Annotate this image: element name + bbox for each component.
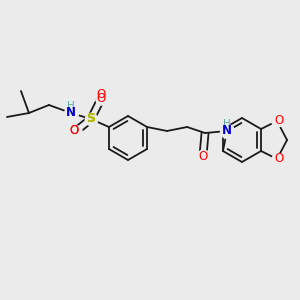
Text: S: S: [86, 112, 95, 125]
Text: O: O: [69, 124, 79, 137]
Text: O: O: [274, 152, 284, 166]
Text: O: O: [69, 124, 79, 137]
Text: O: O: [274, 115, 284, 128]
Text: N: N: [66, 106, 76, 119]
Text: O: O: [198, 151, 208, 164]
Text: H: H: [67, 101, 75, 111]
Text: N: N: [222, 124, 232, 137]
Text: H: H: [223, 119, 231, 129]
Text: O: O: [96, 92, 106, 104]
Text: S: S: [86, 112, 95, 125]
Text: O: O: [96, 88, 106, 101]
